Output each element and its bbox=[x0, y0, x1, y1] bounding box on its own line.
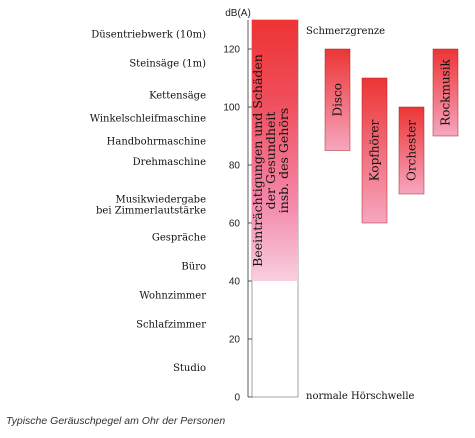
source-label: Handbohrmaschine bbox=[107, 137, 206, 148]
y-tick-label: 100 bbox=[223, 103, 240, 114]
range-bars: Disco Kopfhörer Orchester Rockmusik bbox=[324, 48, 459, 224]
y-tick-label: 80 bbox=[229, 161, 241, 172]
y-axis: 0 20 40 60 80 100 120 bbox=[223, 20, 253, 404]
main-bar-label: Beeinträchtigungen und Schädender Gesund… bbox=[250, 54, 291, 267]
y-tick-label: 40 bbox=[229, 277, 241, 288]
y-tick-label: 120 bbox=[223, 45, 240, 56]
range-label: Kopfhörer bbox=[368, 119, 382, 181]
source-label: Wohnzimmer bbox=[139, 290, 206, 301]
y-tick-label: 20 bbox=[229, 335, 241, 346]
range-label: Rockmusik bbox=[439, 58, 453, 125]
source-label: Studio bbox=[173, 363, 206, 374]
range-bar-orchester bbox=[398, 106, 425, 195]
threshold-lower-label: normale Hörschwelle bbox=[306, 391, 415, 402]
y-tick-label: 60 bbox=[229, 219, 241, 230]
axis-unit-label: dB(A) bbox=[225, 8, 251, 19]
source-label: Gespräche bbox=[152, 232, 206, 243]
threshold-upper-label: Schmerzgrenze bbox=[306, 26, 385, 37]
threshold-labels: Schmerzgrenze normale Hörschwelle bbox=[306, 26, 415, 402]
source-label: Düsentriebwerk (10m) bbox=[91, 29, 206, 40]
chart-caption: Typische Geräuschpegel am Ohr der Person… bbox=[6, 415, 226, 427]
source-label: Drehmaschine bbox=[133, 157, 206, 168]
range-bar-rockmusik bbox=[432, 48, 459, 137]
source-label: Musikwiedergabe bei Zimmerlautstärke bbox=[96, 195, 206, 217]
range-label: Disco bbox=[331, 83, 345, 117]
source-label: Steinsäge (1m) bbox=[129, 58, 206, 69]
range-bar-kopfhörer bbox=[361, 77, 388, 224]
source-label: Büro bbox=[181, 261, 206, 272]
source-label: Winkelschleifmaschine bbox=[90, 114, 206, 125]
main-bar-group: Beeinträchtigungen und Schädender Gesund… bbox=[250, 19, 299, 398]
source-label: Schlafzimmer bbox=[136, 319, 206, 330]
source-label: Kettensäge bbox=[149, 90, 206, 101]
source-labels: Düsentriebwerk (10m) Steinsäge (1m) Ketten… bbox=[90, 29, 206, 374]
range-bar-disco bbox=[324, 48, 351, 151]
y-tick-label: 0 bbox=[234, 393, 240, 404]
main-bar-damage-zone bbox=[252, 20, 298, 281]
range-label: Orchester bbox=[405, 120, 419, 181]
